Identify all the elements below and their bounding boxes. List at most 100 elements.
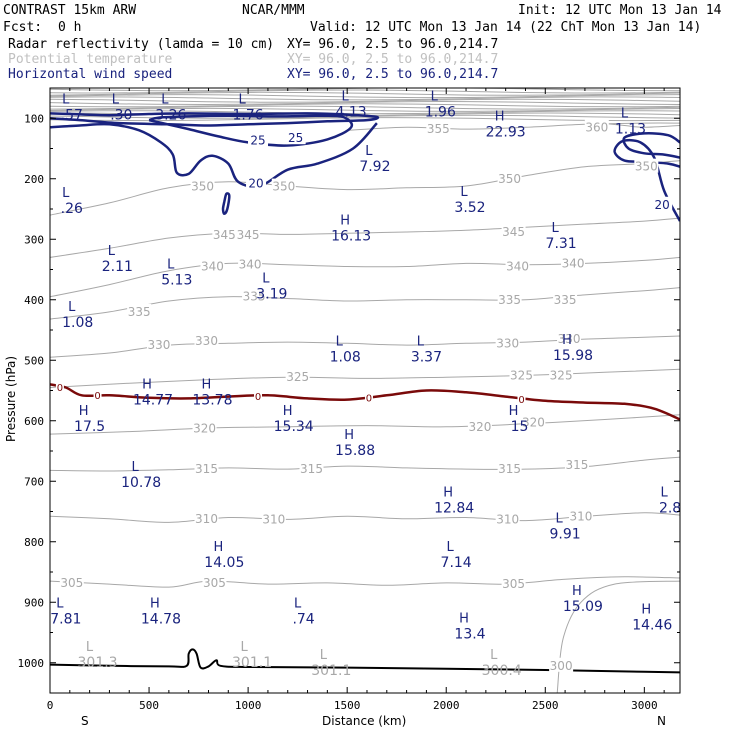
wind-contour-label: 25 xyxy=(250,134,265,148)
theta-band-line xyxy=(50,105,680,110)
wind-extremum-value: 14.77 xyxy=(133,392,173,408)
wind-extremum-value: 3.37 xyxy=(411,349,442,365)
x-axis-end-label: N xyxy=(657,714,666,728)
reflectivity-label-bg xyxy=(254,390,263,402)
theta-contour-label: 310 xyxy=(195,512,218,526)
theta-label-bg xyxy=(553,291,578,306)
wind-label-bg xyxy=(652,196,673,211)
wind-extremum-type: L xyxy=(161,92,169,107)
theta-contour-label: 340 xyxy=(562,256,585,270)
wind-extremum-type: L xyxy=(112,92,120,107)
theta-extremum-type: L xyxy=(86,640,94,655)
theta-contour-label: 320 xyxy=(193,422,216,436)
wind-extremum-type: H xyxy=(150,596,160,611)
theta-contour-label: 315 xyxy=(300,462,323,476)
x-tick-label: 1500 xyxy=(334,699,361,712)
x-axis-label: Distance (km) xyxy=(322,714,406,728)
theta-label-bg xyxy=(557,331,582,346)
reflectivity-label-bg xyxy=(55,381,64,393)
wind-extremum-value: 1.08 xyxy=(330,349,361,365)
theta-label-bg xyxy=(564,456,589,471)
theta-label-bg xyxy=(495,335,520,350)
theta-contour-label: 345 xyxy=(213,228,236,242)
terrain-line xyxy=(50,648,680,674)
theta-contour-label: 310 xyxy=(496,512,519,526)
y-tick-label: 400 xyxy=(24,294,44,307)
theta-label-bg xyxy=(299,461,324,476)
theta-label-bg xyxy=(212,227,237,242)
wind-extremum-value: .26 xyxy=(61,201,83,217)
reflectivity-contour-label: 0 xyxy=(255,392,261,403)
theta-contour-label: 335 xyxy=(498,293,521,307)
wind-extremum-value: .57 xyxy=(61,107,83,123)
theta-contour-345 xyxy=(50,217,680,258)
wind-extremum-type: H xyxy=(344,428,354,443)
wind-extremum-value: 10.78 xyxy=(121,475,161,491)
wind-extremum-value: 14.46 xyxy=(632,617,672,633)
wind-extremum-value: .30 xyxy=(110,107,132,123)
wind-extremum-type: H xyxy=(443,486,453,501)
theta-contour-label: 330 xyxy=(558,332,581,346)
wind-contour-label: 25 xyxy=(288,131,303,145)
wind-extremum-value: 7.81 xyxy=(50,611,81,627)
x-tick-label: 2000 xyxy=(433,699,460,712)
wind-extremum-value: 7.14 xyxy=(441,555,472,571)
wind-extremum-value: 15.34 xyxy=(274,419,314,435)
wind-extremum-type: L xyxy=(62,186,70,201)
wind-extremum-type: L xyxy=(621,106,629,121)
wind-extremum-type: L xyxy=(365,144,373,159)
wind-extremum-value: 3.19 xyxy=(256,286,287,302)
wind-label-bg xyxy=(285,130,306,145)
theta-contour-label: 305 xyxy=(60,576,83,590)
model-title: CONTRAST 15km ARW xyxy=(3,3,136,18)
theta-label-bg xyxy=(285,369,310,384)
theta-contour-300 xyxy=(556,580,680,693)
wind-extremum-value: 1.76 xyxy=(233,107,264,123)
wind-extremum-value: 9.91 xyxy=(550,527,581,543)
theta-band-line xyxy=(50,89,680,94)
theta-contour-label: 320 xyxy=(468,420,491,434)
y-tick-label: 800 xyxy=(24,536,44,549)
theta-label-bg xyxy=(236,227,261,242)
y-tick-label: 100 xyxy=(24,112,44,125)
theta-label-bg xyxy=(561,255,586,270)
y-tick-label: 1000 xyxy=(18,657,45,670)
field-2-name: Potential temperature xyxy=(8,52,173,67)
y-tick-label: 600 xyxy=(24,415,44,428)
theta-contour-label: 300 xyxy=(550,659,573,673)
wind-extremum-value: 13.78 xyxy=(192,392,232,408)
field-2-xy: XY= 96.0, 2.5 to 96.0,214.7 xyxy=(287,52,498,67)
theta-contour-label: 355 xyxy=(427,122,450,136)
wind-label-bg xyxy=(246,175,267,190)
theta-label-bg xyxy=(127,303,152,318)
wind-extremum-value: 15.98 xyxy=(553,348,593,364)
theta-label-bg xyxy=(190,178,215,193)
theta-label-bg xyxy=(426,121,451,136)
wind-extremum-type: H xyxy=(572,584,582,599)
theta-contour-label: 335 xyxy=(128,305,151,319)
theta-label-bg xyxy=(584,119,609,134)
theta-band-line xyxy=(50,110,680,115)
reflectivity-contour-label: 0 xyxy=(57,383,63,394)
wind-extremum-type: L xyxy=(555,512,563,527)
theta-label-bg xyxy=(467,418,492,433)
wind-extremum-value: 5.13 xyxy=(161,273,192,289)
theta-extremum-type: L xyxy=(490,648,498,663)
theta-contour-label: 310 xyxy=(262,512,285,526)
wind-extremum-type: H xyxy=(283,404,293,419)
theta-contour-label: 330 xyxy=(496,336,519,350)
wind-extremum-value: 3.52 xyxy=(454,200,485,216)
wind-extremum-type: L xyxy=(238,92,246,107)
wind-extremum-value: 17.5 xyxy=(74,419,105,435)
theta-label-bg xyxy=(59,574,84,589)
theta-label-bg xyxy=(192,420,217,435)
theta-band-line xyxy=(50,107,680,112)
wind-extremum-type: L xyxy=(417,334,425,349)
y-tick-label: 900 xyxy=(24,596,44,609)
wind-extremum-value: 12.84 xyxy=(434,501,474,517)
theta-contour-355 xyxy=(347,122,680,131)
x-tick-label: 2500 xyxy=(532,699,559,712)
wind-extremum-type: H xyxy=(142,377,152,392)
theta-extremum-value: 300.4 xyxy=(482,663,522,679)
